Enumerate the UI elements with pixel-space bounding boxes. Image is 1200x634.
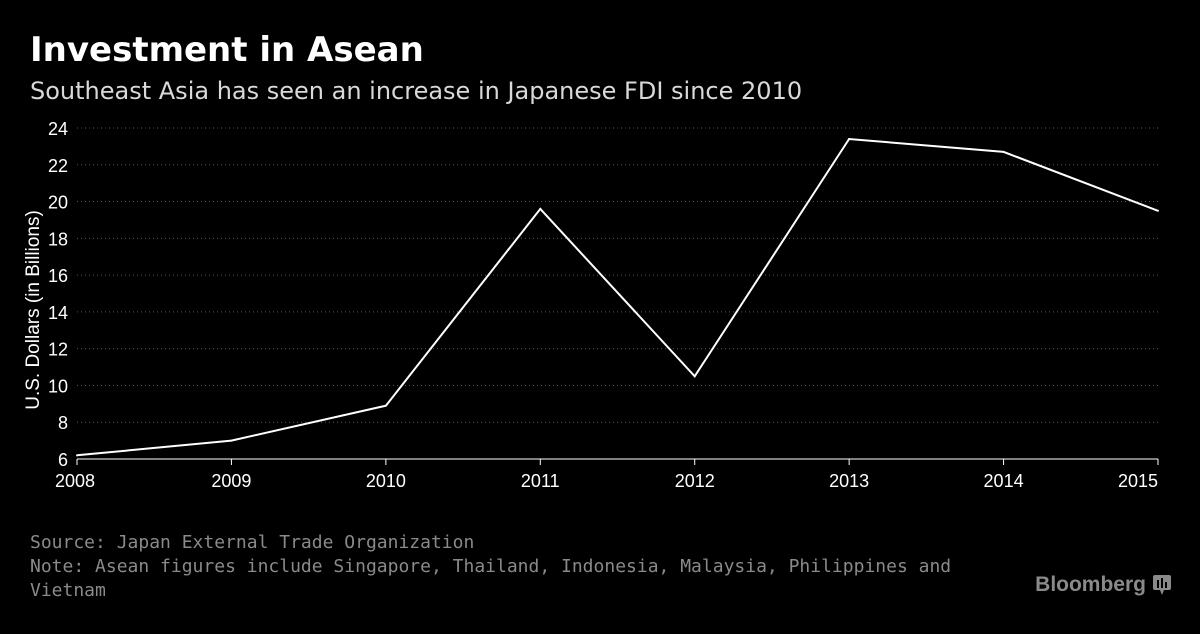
y-tick-label: 24 [48,119,68,139]
brand-name: Bloomberg [1035,573,1146,596]
chart-title: Investment in Asean [30,30,424,70]
x-tick-label: 2015 [1118,471,1158,491]
y-axis-label: U.S. Dollars (in Billions) [23,210,44,410]
x-tick-label: 2009 [211,471,251,491]
x-tick-label: 2011 [521,471,560,491]
asean-note: Note: Asean figures include Singapore, T… [30,556,952,601]
data-point [848,138,851,141]
x-tick-label: 2012 [675,471,715,491]
x-tick-label: 2008 [55,471,95,491]
y-tick-label: 20 [48,193,68,213]
data-point [230,439,233,442]
y-tick-label: 6 [58,450,68,470]
x-tick-label: 2013 [829,471,869,491]
data-point [76,454,78,457]
bloomberg-terminal-icon [1153,575,1171,595]
grid-lines [77,127,1158,423]
y-tick-labels: 6 8 10 12 14 16 18 20 22 24 [48,119,68,470]
y-tick-label: 10 [48,376,68,396]
x-tick-labels: 2008 2009 2010 2011 2012 2013 2014 2015 [55,471,1158,491]
data-point [1002,150,1005,153]
axes [76,458,1159,465]
data-point [539,207,542,210]
data-point [693,375,696,378]
y-tick-label: 16 [48,266,68,286]
y-tick-label: 22 [48,156,68,176]
series-line [76,137,1159,457]
source-note: Source: Japan External Trade Organizatio… [30,532,475,553]
y-tick-label: 12 [48,340,68,360]
data-point [384,404,387,407]
chart-footer: Source: Japan External Trade Organizatio… [30,531,990,603]
y-tick-label: 14 [48,303,68,323]
y-tick-label: 8 [58,413,68,433]
chart-subtitle: Southeast Asia has seen an increase in J… [30,77,803,105]
brand-logo: Bloomberg [1035,573,1172,597]
x-tick-label: 2010 [366,471,406,491]
y-tick-label: 18 [48,229,68,249]
data-point [1157,209,1159,212]
x-tick-label: 2014 [984,471,1024,491]
series-lines [76,137,1159,457]
